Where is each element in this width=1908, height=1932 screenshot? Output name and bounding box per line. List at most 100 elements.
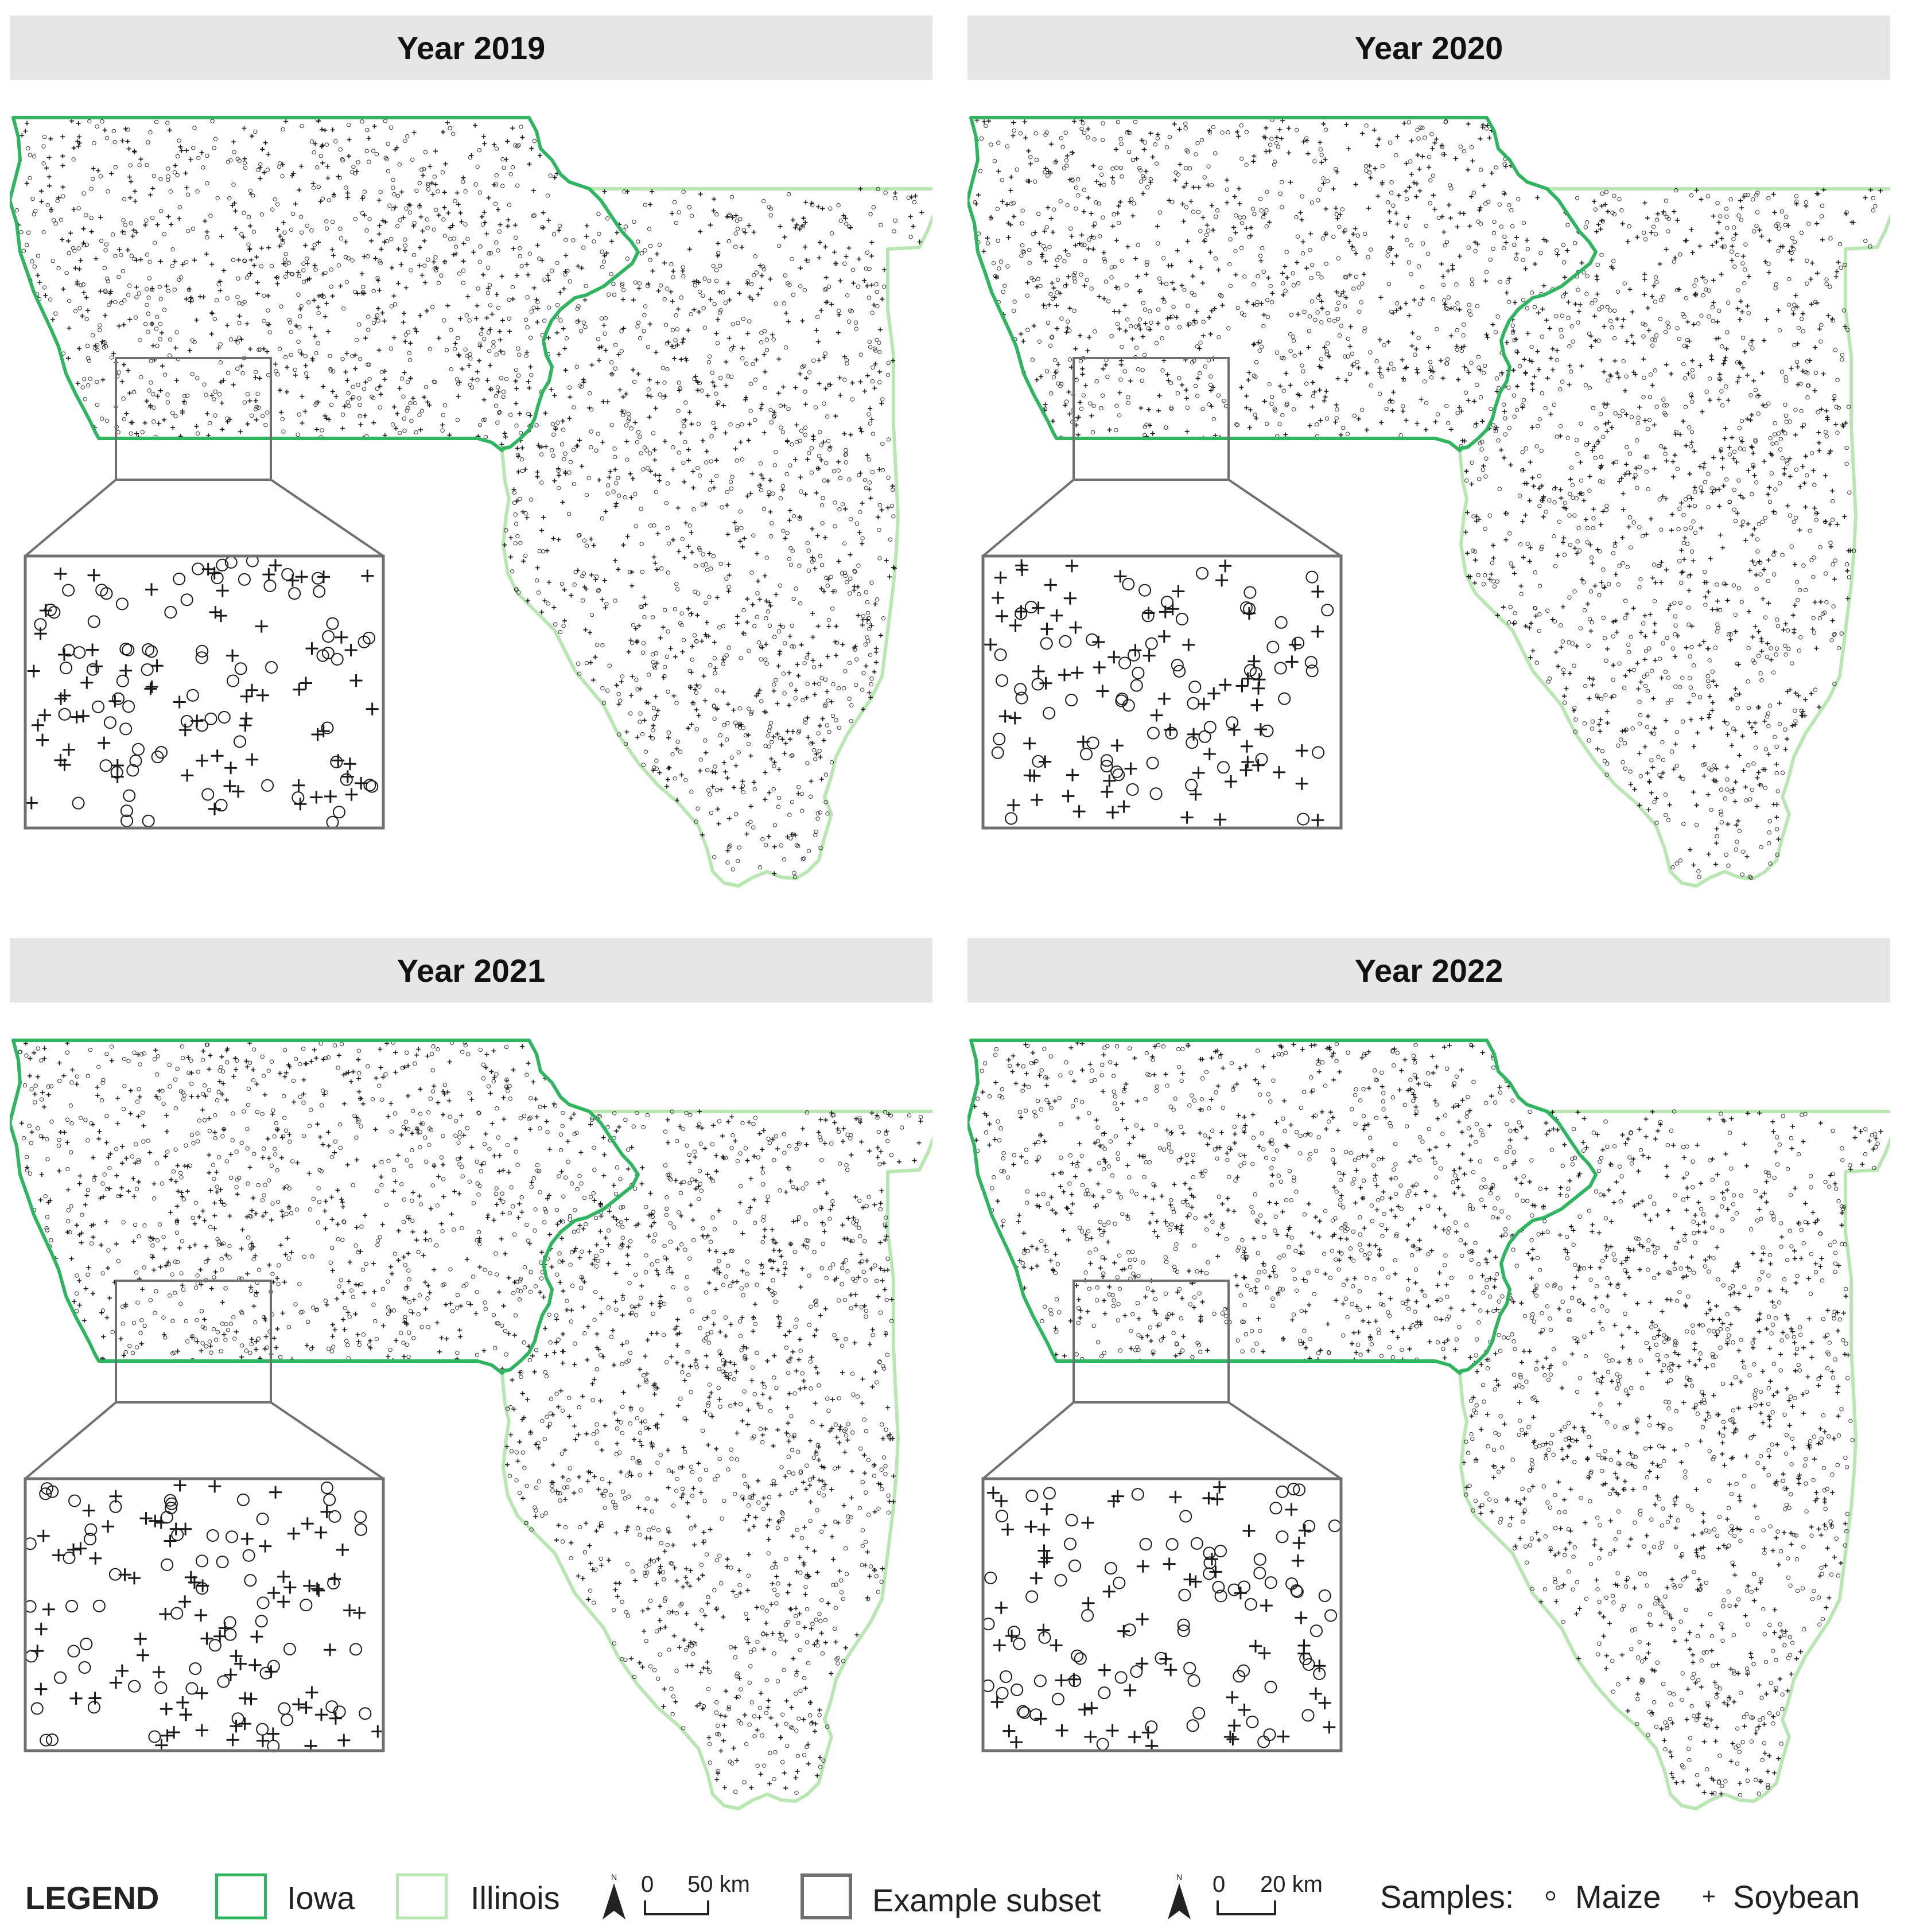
soybean-sample bbox=[408, 376, 413, 381]
maize-sample bbox=[144, 218, 149, 223]
maize-sample bbox=[392, 192, 397, 197]
maize-sample bbox=[58, 708, 71, 721]
maize-sample bbox=[823, 351, 827, 356]
maize-sample bbox=[1868, 244, 1872, 249]
maize-sample bbox=[1009, 201, 1013, 206]
maize-sample bbox=[1462, 322, 1466, 327]
soybean-sample bbox=[208, 802, 221, 815]
soybean-sample bbox=[1547, 326, 1552, 331]
maize-sample bbox=[1629, 415, 1634, 419]
maize-sample bbox=[390, 422, 395, 427]
maize-sample bbox=[741, 608, 746, 613]
soybean-sample bbox=[1502, 192, 1507, 197]
maize-sample bbox=[1142, 352, 1147, 357]
soybean-sample bbox=[1181, 219, 1186, 224]
maize-sample bbox=[1392, 367, 1396, 371]
maize-sample bbox=[1746, 646, 1751, 651]
maize-sample bbox=[215, 799, 228, 812]
soybean-sample bbox=[1184, 429, 1190, 434]
maize-sample bbox=[807, 451, 811, 456]
maize-sample bbox=[524, 353, 529, 358]
maize-sample bbox=[527, 251, 532, 256]
soybean-sample bbox=[976, 192, 981, 197]
maize-sample bbox=[1603, 405, 1608, 409]
soybean-sample bbox=[1503, 240, 1509, 245]
soybean-sample bbox=[693, 687, 698, 692]
maize-sample bbox=[28, 153, 32, 157]
maize-sample bbox=[665, 341, 670, 346]
soybean-sample bbox=[1173, 178, 1178, 182]
soybean-sample bbox=[1394, 211, 1398, 216]
maize-sample bbox=[1663, 670, 1668, 674]
soybean-sample bbox=[780, 487, 786, 492]
maize-sample bbox=[361, 285, 366, 289]
maize-sample bbox=[236, 276, 240, 281]
soybean-sample bbox=[1466, 574, 1471, 579]
maize-sample bbox=[1012, 300, 1017, 304]
maize-sample bbox=[1467, 309, 1472, 313]
soybean-sample bbox=[601, 399, 606, 404]
maize-sample bbox=[1643, 322, 1647, 327]
soybean-sample bbox=[1000, 199, 1005, 204]
soybean-sample bbox=[75, 279, 80, 285]
soybean-sample bbox=[843, 507, 848, 512]
maize-sample bbox=[1281, 388, 1286, 393]
soybean-sample bbox=[1143, 321, 1148, 326]
maize-sample bbox=[494, 240, 499, 245]
maize-sample bbox=[1649, 372, 1653, 377]
soybean-sample bbox=[294, 798, 307, 811]
maize-sample bbox=[1657, 563, 1662, 569]
maize-sample bbox=[87, 119, 92, 124]
soybean-sample bbox=[160, 363, 165, 368]
maize-sample bbox=[806, 258, 810, 263]
maize-sample bbox=[1463, 390, 1468, 395]
maize-sample bbox=[666, 730, 671, 735]
soybean-sample bbox=[1377, 137, 1382, 142]
soybean-sample bbox=[1741, 768, 1746, 773]
soybean-sample bbox=[879, 401, 884, 406]
soybean-sample bbox=[1515, 350, 1520, 355]
maize-sample bbox=[1841, 308, 1846, 313]
soybean-sample bbox=[1701, 639, 1707, 644]
soybean-sample bbox=[1809, 302, 1814, 307]
soybean-sample bbox=[1439, 358, 1443, 363]
maize-sample bbox=[90, 333, 95, 338]
soybean-sample bbox=[1691, 558, 1696, 563]
maize-sample bbox=[398, 430, 402, 436]
maize-sample bbox=[1778, 437, 1783, 441]
maize-sample bbox=[1060, 145, 1065, 149]
maize-sample bbox=[1126, 149, 1132, 154]
soybean-sample bbox=[792, 833, 798, 838]
maize-sample bbox=[1082, 243, 1087, 247]
maize-sample bbox=[752, 787, 757, 792]
soybean-sample bbox=[805, 457, 810, 462]
maize-sample bbox=[712, 656, 717, 660]
soybean-sample bbox=[1794, 201, 1799, 207]
soybean-sample bbox=[787, 633, 792, 639]
maize-sample bbox=[838, 218, 843, 223]
soybean-sample bbox=[1389, 246, 1394, 251]
soybean-sample bbox=[1692, 449, 1697, 454]
maize-sample bbox=[1469, 145, 1474, 150]
maize-sample bbox=[536, 590, 541, 595]
maize-sample bbox=[1561, 667, 1566, 672]
soybean-sample bbox=[246, 753, 259, 766]
maize-sample bbox=[1727, 452, 1732, 457]
soybean-sample bbox=[1185, 239, 1190, 244]
maize-sample bbox=[1746, 679, 1750, 684]
soybean-sample bbox=[1489, 572, 1494, 577]
maize-sample bbox=[691, 507, 696, 512]
maize-sample bbox=[861, 614, 866, 619]
maize-sample bbox=[1839, 631, 1844, 636]
soybean-sample bbox=[1117, 309, 1122, 314]
maize-sample bbox=[353, 217, 358, 221]
soybean-sample bbox=[869, 282, 875, 287]
soybean-sample bbox=[739, 786, 744, 791]
maize-sample bbox=[1689, 444, 1693, 449]
maize-sample bbox=[399, 376, 405, 381]
maize-sample bbox=[1047, 244, 1052, 250]
soybean-sample bbox=[714, 595, 720, 600]
soybean-sample bbox=[279, 410, 283, 415]
maize-sample bbox=[1278, 191, 1283, 196]
soybean-sample bbox=[1248, 234, 1253, 238]
